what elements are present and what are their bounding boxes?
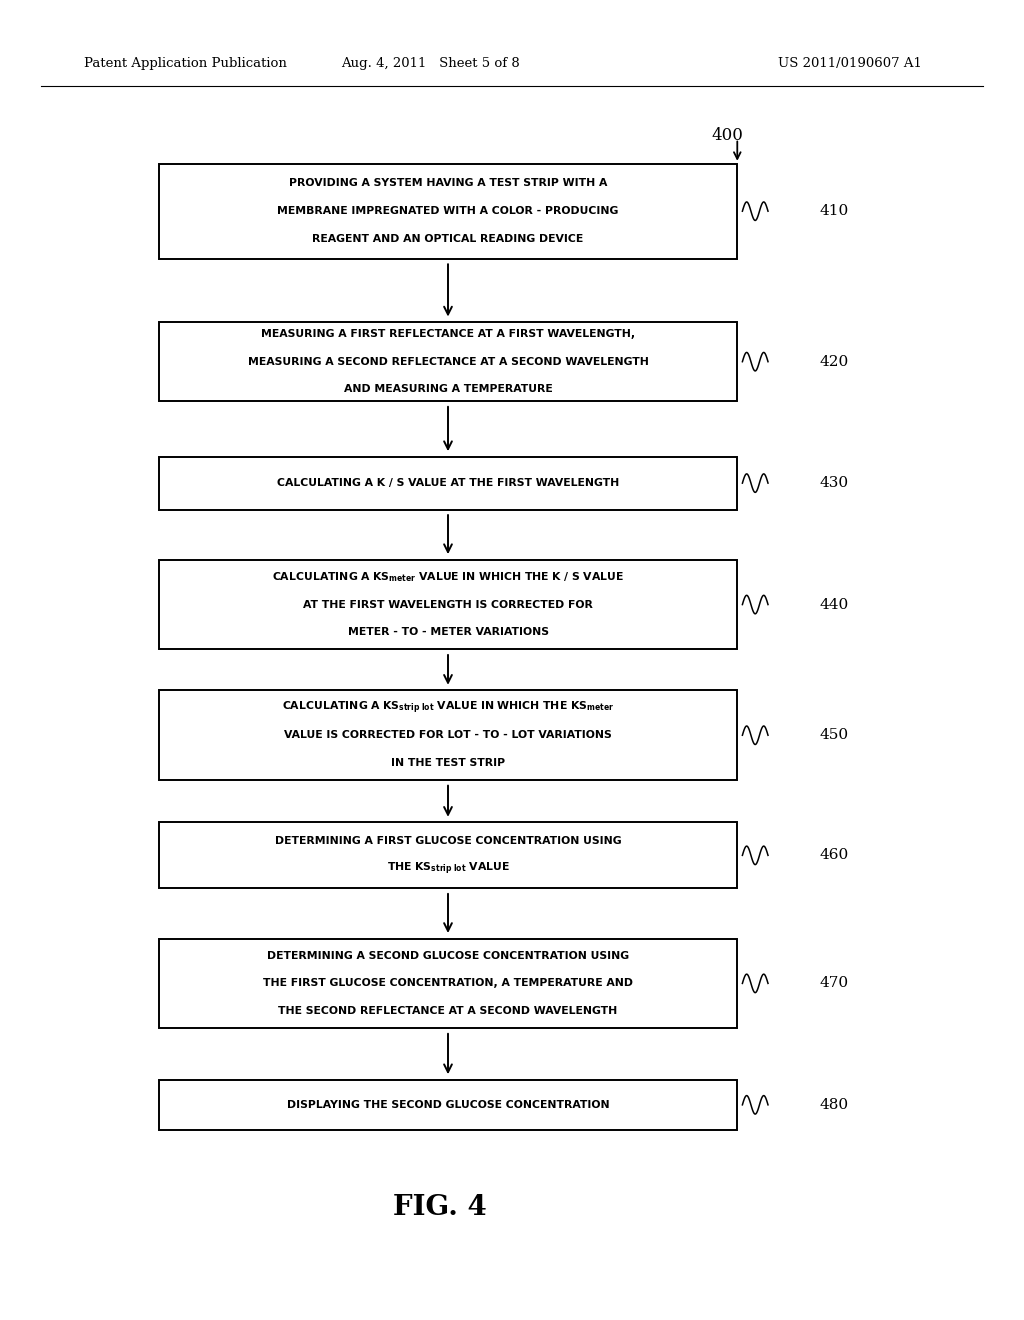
Text: Patent Application Publication: Patent Application Publication (84, 57, 287, 70)
Text: VALUE IS CORRECTED FOR LOT - TO - LOT VARIATIONS: VALUE IS CORRECTED FOR LOT - TO - LOT VA… (284, 730, 612, 741)
Bar (159, 939, 737, 1028)
Text: MEASURING A SECOND REFLECTANCE AT A SECOND WAVELENGTH: MEASURING A SECOND REFLECTANCE AT A SECO… (248, 356, 648, 367)
Text: METER - TO - METER VARIATIONS: METER - TO - METER VARIATIONS (347, 627, 549, 638)
Bar (159, 1080, 737, 1130)
Text: PROVIDING A SYSTEM HAVING A TEST STRIP WITH A: PROVIDING A SYSTEM HAVING A TEST STRIP W… (289, 178, 607, 189)
Text: 440: 440 (819, 598, 849, 611)
Text: Aug. 4, 2011   Sheet 5 of 8: Aug. 4, 2011 Sheet 5 of 8 (341, 57, 519, 70)
Text: MEASURING A FIRST REFLECTANCE AT A FIRST WAVELENGTH,: MEASURING A FIRST REFLECTANCE AT A FIRST… (261, 329, 635, 339)
Text: $\mathbf{CALCULATING\ A\ KS}_{\mathbf{meter}}\ \mathbf{VALUE\ IN\ WHICH\ THE\ K\: $\mathbf{CALCULATING\ A\ KS}_{\mathbf{me… (272, 570, 624, 583)
Text: US 2011/0190607 A1: US 2011/0190607 A1 (778, 57, 923, 70)
Text: 420: 420 (819, 355, 849, 368)
Text: $\mathbf{CALCULATING\ A\ KS}_{\mathbf{strip\ lot}}$$\mathbf{\ VALUE\ IN\ WHICH\ : $\mathbf{CALCULATING\ A\ KS}_{\mathbf{st… (282, 700, 614, 715)
Bar (159, 560, 737, 649)
Text: FIG. 4: FIG. 4 (393, 1195, 487, 1221)
Bar (159, 457, 737, 510)
Text: THE FIRST GLUCOSE CONCENTRATION, A TEMPERATURE AND: THE FIRST GLUCOSE CONCENTRATION, A TEMPE… (263, 978, 633, 989)
Text: 480: 480 (819, 1098, 848, 1111)
Text: 400: 400 (712, 128, 743, 144)
Text: 460: 460 (819, 849, 849, 862)
Text: CALCULATING A K / S VALUE AT THE FIRST WAVELENGTH: CALCULATING A K / S VALUE AT THE FIRST W… (276, 478, 620, 488)
Text: AND MEASURING A TEMPERATURE: AND MEASURING A TEMPERATURE (344, 384, 552, 395)
Text: THE SECOND REFLECTANCE AT A SECOND WAVELENGTH: THE SECOND REFLECTANCE AT A SECOND WAVEL… (279, 1006, 617, 1016)
Text: REAGENT AND AN OPTICAL READING DEVICE: REAGENT AND AN OPTICAL READING DEVICE (312, 234, 584, 244)
Text: IN THE TEST STRIP: IN THE TEST STRIP (391, 758, 505, 768)
Text: DETERMINING A SECOND GLUCOSE CONCENTRATION USING: DETERMINING A SECOND GLUCOSE CONCENTRATI… (267, 950, 629, 961)
Text: 470: 470 (819, 977, 848, 990)
Bar (159, 822, 737, 888)
Text: $\mathbf{THE\ KS}_{\mathbf{strip\ lot}}\ \mathbf{VALUE}$: $\mathbf{THE\ KS}_{\mathbf{strip\ lot}}\… (387, 861, 509, 878)
Text: MEMBRANE IMPREGNATED WITH A COLOR - PRODUCING: MEMBRANE IMPREGNATED WITH A COLOR - PROD… (278, 206, 618, 216)
Text: 430: 430 (819, 477, 848, 490)
Text: 450: 450 (819, 729, 848, 742)
Text: DISPLAYING THE SECOND GLUCOSE CONCENTRATION: DISPLAYING THE SECOND GLUCOSE CONCENTRAT… (287, 1100, 609, 1110)
Text: DETERMINING A FIRST GLUCOSE CONCENTRATION USING: DETERMINING A FIRST GLUCOSE CONCENTRATIO… (274, 837, 622, 846)
Bar (159, 322, 737, 401)
Text: AT THE FIRST WAVELENGTH IS CORRECTED FOR: AT THE FIRST WAVELENGTH IS CORRECTED FOR (303, 599, 593, 610)
Text: 410: 410 (819, 205, 849, 218)
Bar (159, 164, 737, 259)
Bar (159, 690, 737, 780)
